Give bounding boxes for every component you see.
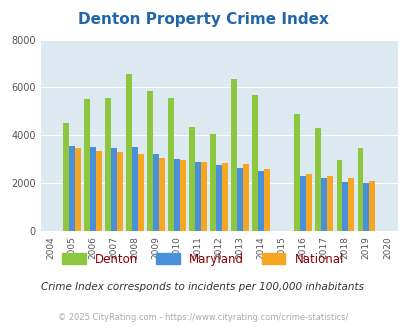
- Bar: [252, 95, 258, 231]
- Bar: [111, 148, 117, 231]
- Bar: [369, 181, 374, 231]
- Bar: [210, 134, 216, 231]
- Bar: [258, 171, 264, 231]
- Bar: [96, 151, 102, 231]
- Bar: [138, 154, 144, 231]
- Bar: [69, 146, 75, 231]
- Bar: [315, 128, 321, 231]
- Bar: [294, 114, 300, 231]
- Bar: [200, 162, 207, 231]
- Bar: [305, 174, 311, 231]
- Bar: [84, 99, 90, 231]
- Bar: [321, 178, 326, 231]
- Bar: [189, 127, 195, 231]
- Bar: [362, 183, 369, 231]
- Bar: [159, 158, 164, 231]
- Bar: [75, 148, 81, 231]
- Bar: [126, 74, 132, 231]
- Bar: [341, 182, 347, 231]
- Bar: [216, 165, 222, 231]
- Bar: [117, 152, 123, 231]
- Legend: Denton, Maryland, National: Denton, Maryland, National: [56, 247, 349, 272]
- Bar: [63, 123, 69, 231]
- Bar: [174, 159, 180, 231]
- Bar: [105, 98, 111, 231]
- Bar: [132, 147, 138, 231]
- Text: Denton Property Crime Index: Denton Property Crime Index: [77, 12, 328, 27]
- Bar: [90, 147, 96, 231]
- Bar: [147, 91, 153, 231]
- Bar: [222, 163, 228, 231]
- Bar: [231, 79, 237, 231]
- Bar: [264, 169, 269, 231]
- Bar: [153, 154, 159, 231]
- Bar: [300, 176, 305, 231]
- Bar: [237, 168, 243, 231]
- Bar: [357, 148, 362, 231]
- Bar: [180, 160, 185, 231]
- Bar: [243, 164, 249, 231]
- Bar: [336, 160, 341, 231]
- Bar: [168, 98, 174, 231]
- Bar: [195, 162, 200, 231]
- Text: Crime Index corresponds to incidents per 100,000 inhabitants: Crime Index corresponds to incidents per…: [41, 282, 364, 292]
- Text: © 2025 CityRating.com - https://www.cityrating.com/crime-statistics/: © 2025 CityRating.com - https://www.city…: [58, 313, 347, 322]
- Bar: [347, 178, 353, 231]
- Bar: [326, 176, 333, 231]
